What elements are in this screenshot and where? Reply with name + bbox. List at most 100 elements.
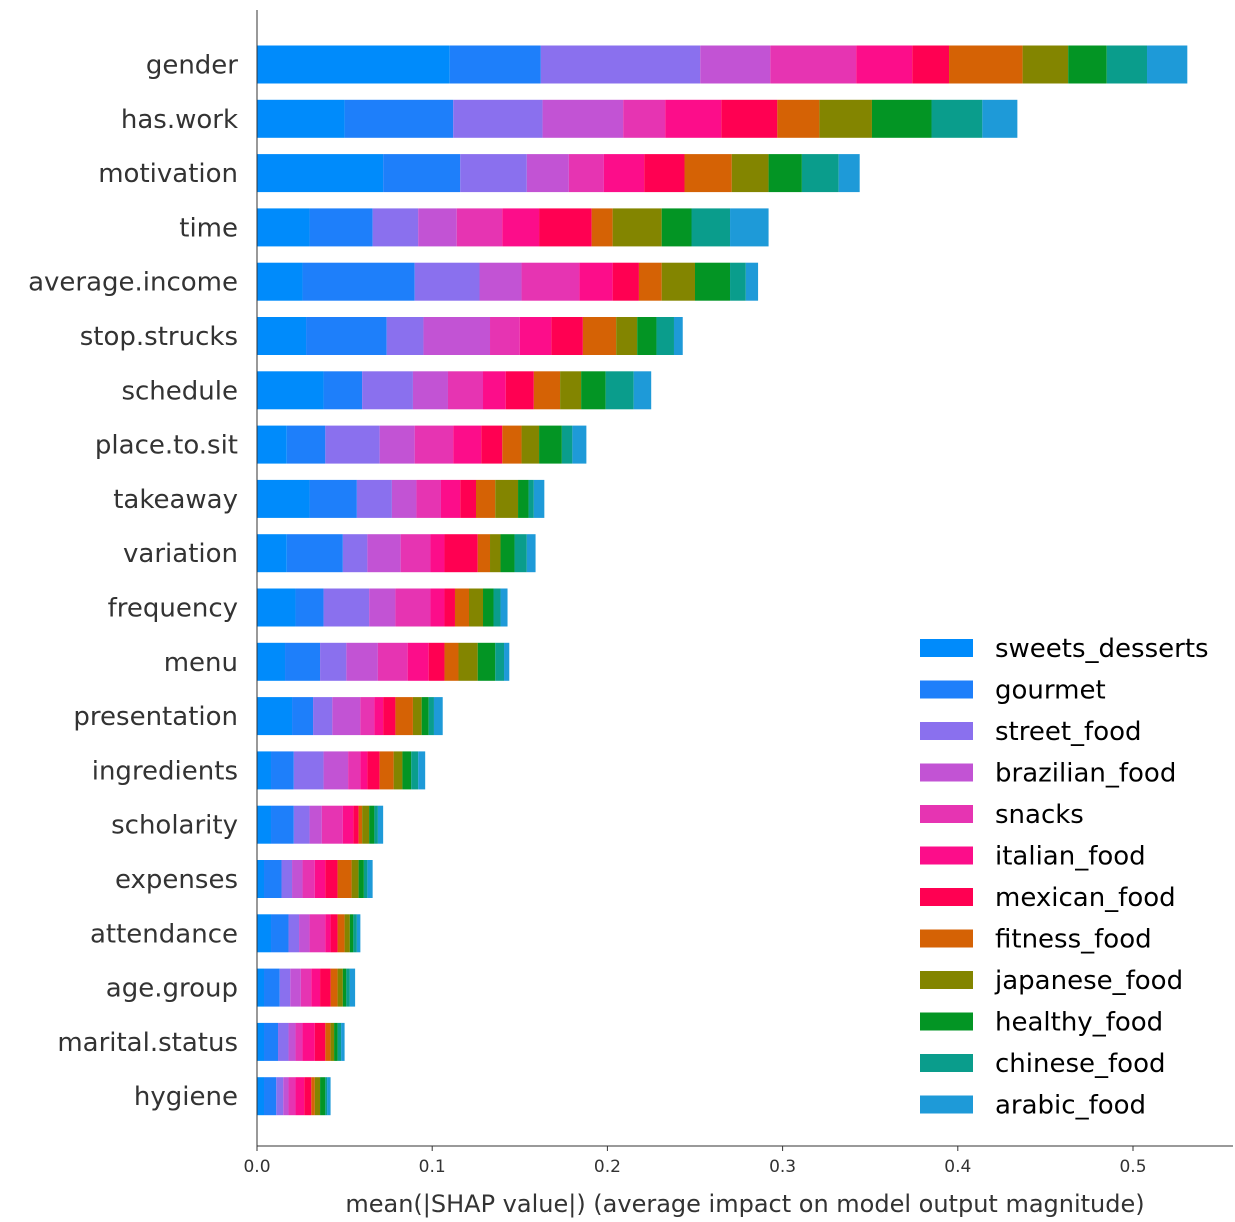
bar-variation-sweets_desserts (257, 534, 287, 573)
bar-takeaway-snacks (416, 479, 441, 518)
bar-place.to.sit-snacks (414, 425, 454, 464)
bar-scholarity-gourmet (271, 805, 294, 844)
bar-ingredients-snacks (348, 751, 361, 790)
bar-frequency-fitness_food (454, 588, 469, 627)
bar-scholarity-japanese_food (362, 805, 370, 844)
bar-expenses-fitness_food (337, 860, 352, 898)
legend-swatch-street_food (920, 722, 973, 740)
bar-has.work-chinese_food (931, 99, 983, 138)
bar-schedule-gourmet (323, 371, 363, 410)
y-tick-label: hygiene (134, 1082, 238, 1112)
bar-takeaway-healthy_food (518, 479, 529, 518)
bar-schedule-fitness_food (533, 371, 561, 410)
bar-variation-gourmet (286, 534, 343, 573)
bar-hygiene-arabic_food (327, 1077, 331, 1116)
bar-marital.status-brazilian_food (288, 1022, 296, 1061)
bar-frequency-sweets_desserts (257, 588, 296, 627)
bar-marital.status-snacks (295, 1022, 303, 1061)
legend-swatch-italian_food (920, 846, 973, 865)
bar-attendance-sweets_desserts (257, 914, 272, 953)
bar-schedule-arabic_food (633, 371, 652, 410)
legend-swatch-mexican_food (920, 888, 973, 906)
bar-menu-chinese_food (495, 642, 505, 681)
bar-expenses-sweets_desserts (257, 860, 265, 898)
bar-hygiene-italian_food (295, 1077, 305, 1116)
bar-variation-japanese_food (490, 534, 501, 573)
y-tick-label: scholarity (111, 811, 238, 841)
bar-marital.status-healthy_food (334, 1022, 338, 1061)
bar-menu-italian_food (407, 642, 429, 681)
bar-hygiene-gourmet (264, 1077, 277, 1116)
bar-motivation-street_food (460, 154, 527, 193)
bar-motivation-japanese_food (731, 154, 769, 193)
bar-expenses-arabic_food (367, 860, 373, 898)
legend-swatch-arabic_food (920, 1095, 973, 1114)
bar-time-arabic_food (730, 208, 769, 247)
y-tick-label: age.group (106, 974, 238, 1004)
bar-takeaway-italian_food (440, 479, 461, 518)
bar-gender-healthy_food (1068, 45, 1107, 84)
bar-gender-japanese_food (1022, 45, 1069, 84)
bar-ingredients-mexican_food (367, 751, 380, 790)
bar-schedule-street_food (362, 371, 413, 410)
bar-marital.status-mexican_food (314, 1022, 326, 1061)
bar-age.group-healthy_food (342, 968, 347, 1007)
x-tick-label: 0.5 (1119, 1157, 1146, 1177)
legend-swatch-sweets_desserts (920, 639, 973, 657)
bar-ingredients-healthy_food (402, 751, 412, 790)
bar-age.group-arabic_food (349, 968, 356, 1007)
bar-presentation-brazilian_food (332, 697, 361, 736)
bar-expenses-healthy_food (358, 860, 364, 898)
y-tick-label: time (179, 213, 238, 243)
bar-scholarity-arabic_food (377, 805, 384, 844)
bar-expenses-japanese_food (351, 860, 359, 898)
bar-variation-healthy_food (500, 534, 515, 573)
bar-frequency-japanese_food (468, 588, 484, 627)
bar-has.work-italian_food (665, 99, 722, 138)
legend-label-chinese_food: chinese_food (995, 1049, 1166, 1079)
bar-attendance-brazilian_food (299, 914, 310, 953)
y-tick-label: menu (164, 648, 238, 678)
bar-menu-brazilian_food (346, 642, 378, 681)
bar-expenses-chinese_food (363, 860, 368, 898)
y-tick-label: attendance (90, 919, 238, 949)
bar-takeaway-sweets_desserts (257, 479, 310, 518)
bar-place.to.sit-street_food (325, 425, 380, 464)
bar-attendance-chinese_food (353, 914, 357, 953)
bar-time-sweets_desserts (257, 208, 310, 247)
bar-menu-mexican_food (428, 642, 445, 681)
bar-variation-fitness_food (477, 534, 491, 573)
bar-presentation-chinese_food (428, 697, 434, 736)
bar-variation-mexican_food (444, 534, 478, 573)
legend-swatch-healthy_food (920, 1012, 973, 1031)
bar-expenses-brazilian_food (292, 860, 303, 898)
bar-marital.status-italian_food (302, 1022, 315, 1061)
bar-scholarity-snacks (321, 805, 343, 844)
bar-hygiene-sweets_desserts (257, 1077, 265, 1116)
bar-schedule-snacks (447, 371, 484, 410)
bar-hygiene-fitness_food (311, 1077, 315, 1116)
bar-takeaway-brazilian_food (391, 479, 417, 518)
x-tick-label: 0.1 (419, 1157, 446, 1177)
bar-variation-arabic_food (526, 534, 536, 573)
bar-scholarity-healthy_food (369, 805, 375, 844)
bar-age.group-snacks (300, 968, 312, 1007)
bar-ingredients-gourmet (271, 751, 294, 790)
bar-average.income-healthy_food (695, 262, 731, 301)
legend-swatch-gourmet (920, 680, 973, 699)
bar-place.to.sit-japanese_food (521, 425, 540, 464)
bar-menu-healthy_food (477, 642, 496, 681)
bar-attendance-healthy_food (349, 914, 354, 953)
bar-place.to.sit-gourmet (286, 425, 326, 464)
legend-label-snacks: snacks (995, 800, 1084, 830)
bar-motivation-mexican_food (644, 154, 685, 193)
bar-variation-street_food (342, 534, 368, 573)
bar-average.income-chinese_food (730, 262, 746, 301)
bar-frequency-healthy_food (483, 588, 494, 627)
bar-time-chinese_food (691, 208, 731, 247)
bar-takeaway-gourmet (309, 479, 357, 518)
bar-frequency-gourmet (295, 588, 324, 627)
bar-frequency-chinese_food (493, 588, 501, 627)
legend-label-healthy_food: healthy_food (995, 1008, 1163, 1038)
bar-presentation-snacks (360, 697, 375, 736)
